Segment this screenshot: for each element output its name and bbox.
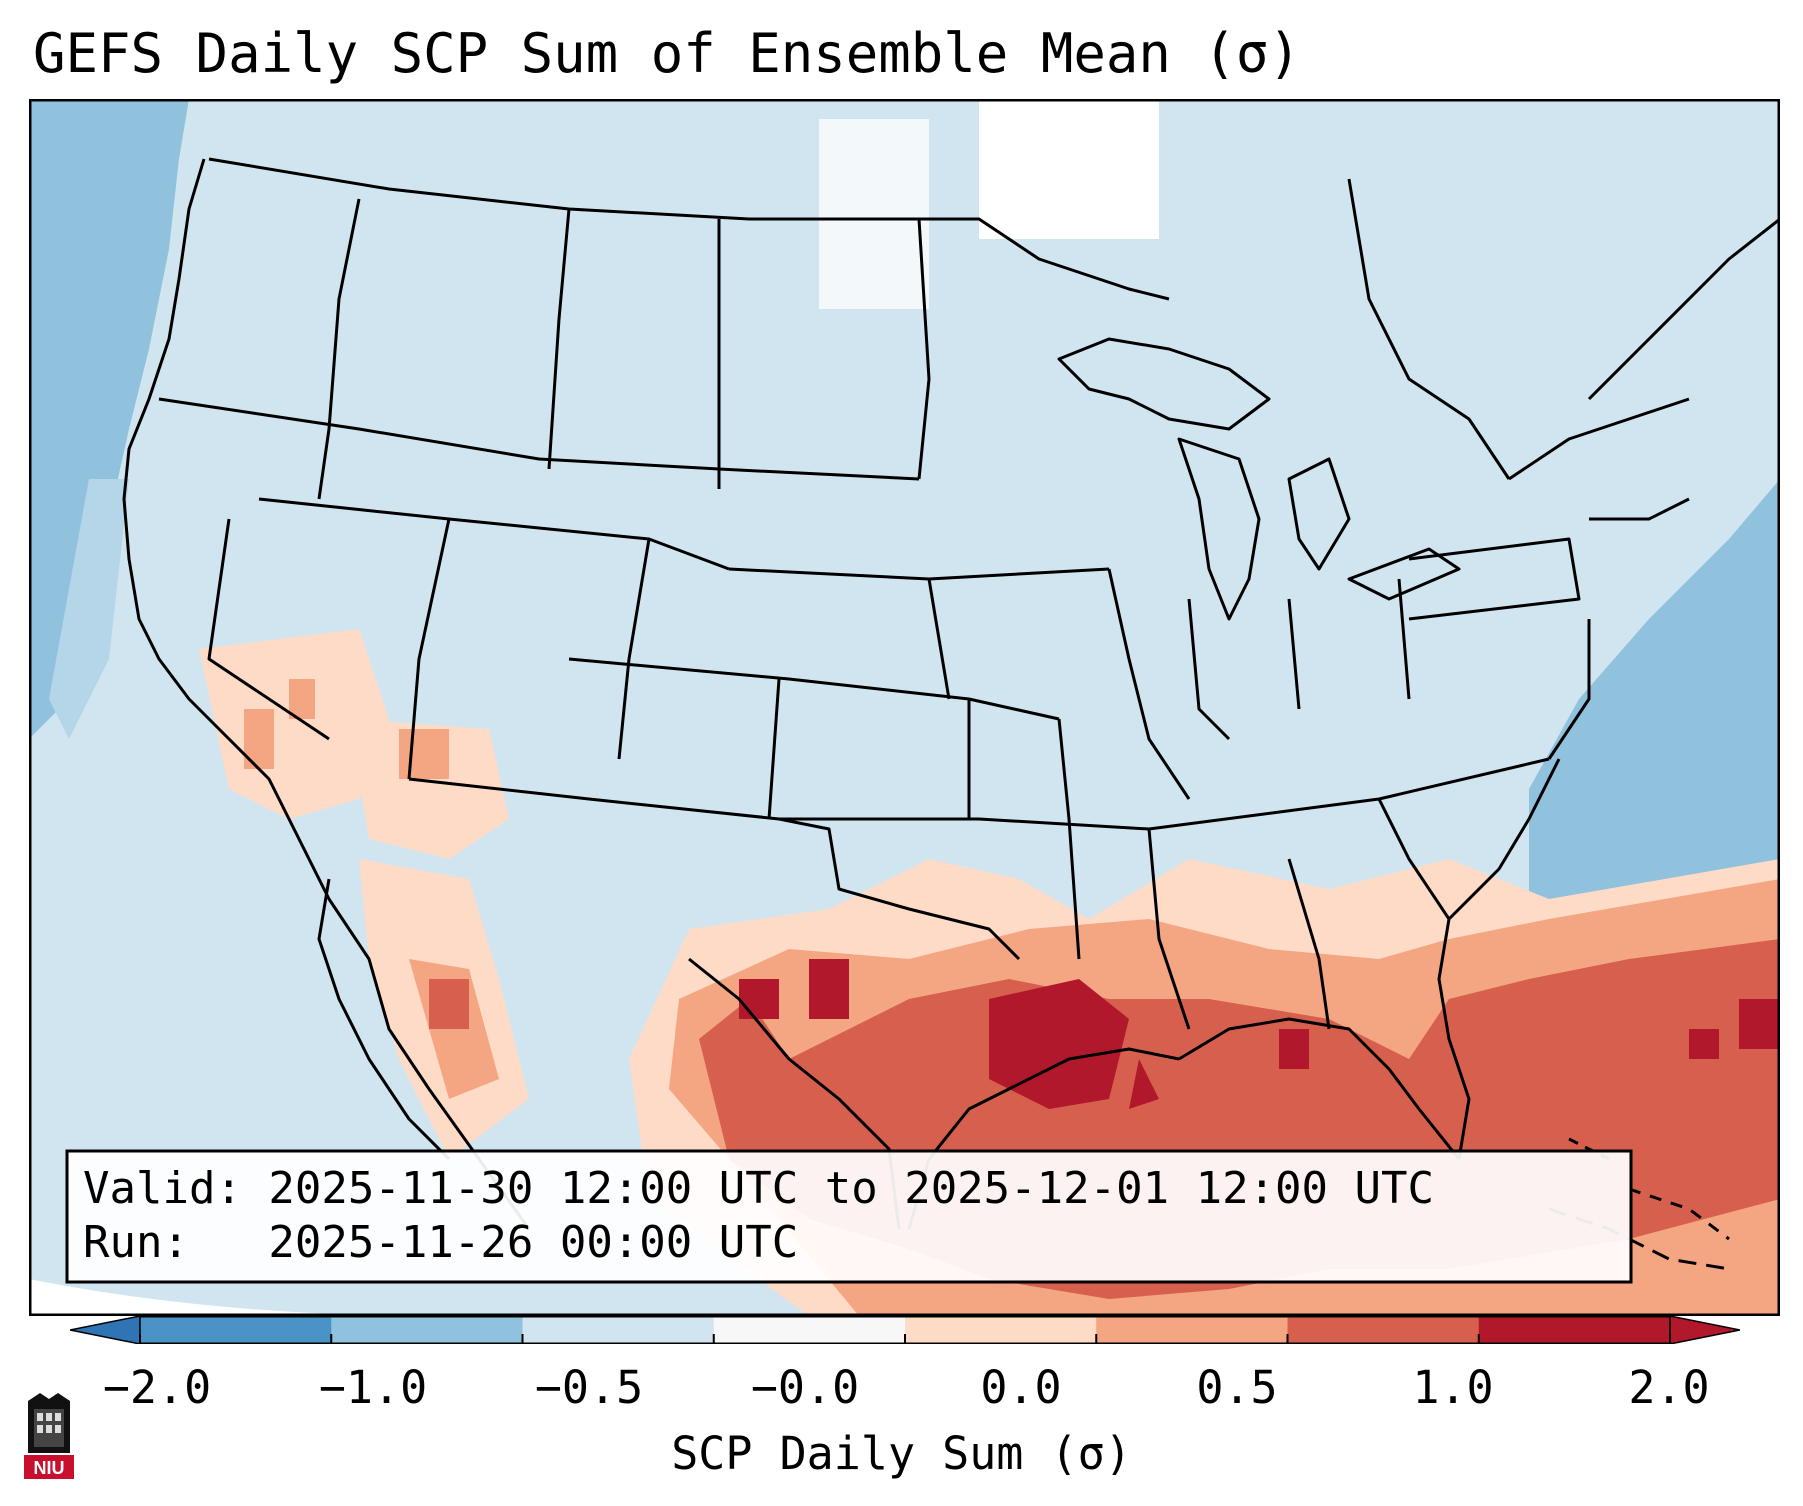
colorbar-tick: 2.0 bbox=[1628, 1361, 1710, 1414]
colorbar-bin bbox=[905, 1316, 1097, 1344]
logo-text: NIU bbox=[34, 1458, 65, 1478]
colorbar-label: SCP Daily Sum (σ) bbox=[671, 1427, 1132, 1480]
colorbar-extend-high bbox=[1669, 1316, 1740, 1344]
canada-neutral-area bbox=[979, 99, 1159, 239]
colorbar-bin bbox=[331, 1316, 523, 1344]
colorbar-tick: 0.5 bbox=[1196, 1361, 1278, 1414]
scp-map: Valid: 2025-11-30 12:00 UTC to 2025-12-0… bbox=[29, 99, 1780, 1316]
colorbar-bin bbox=[522, 1316, 715, 1344]
canada-us-border bbox=[208, 157, 1170, 301]
map-frame bbox=[29, 99, 1780, 1316]
run-time-text: Run: 2025-11-26 00:00 UTC bbox=[83, 1217, 798, 1268]
niu-logo: NIU bbox=[24, 1393, 74, 1479]
colorbar-bin bbox=[713, 1316, 906, 1344]
colorbar-tick: 1.0 bbox=[1412, 1361, 1494, 1414]
colorbar-tick: 0.0 bbox=[980, 1361, 1062, 1414]
colorbar-bin bbox=[1478, 1316, 1671, 1344]
pacific-ocean bbox=[29, 99, 189, 739]
gulf-anomaly-max bbox=[989, 979, 1129, 1109]
colorbar-extend-low bbox=[70, 1316, 141, 1344]
colorbar-tick: −0.5 bbox=[534, 1361, 644, 1414]
southwest-anomaly bbox=[199, 629, 389, 819]
map-title: GEFS Daily SCP Sum of Ensemble Mean (σ) bbox=[33, 22, 1301, 85]
great-lakes bbox=[1057, 337, 1271, 431]
colorbar bbox=[70, 1316, 1740, 1344]
colorbar-tick: −2.0 bbox=[102, 1361, 212, 1414]
pacific-ocean-mixed bbox=[49, 479, 129, 739]
colorbar-bin bbox=[1096, 1316, 1288, 1344]
valid-time-text: Valid: 2025-11-30 12:00 UTC to 2025-12-0… bbox=[83, 1163, 1434, 1214]
us-west-coastline bbox=[122, 158, 531, 1230]
colorbar-bin bbox=[1287, 1316, 1480, 1344]
colorbar-bin bbox=[140, 1316, 332, 1344]
colorbar-tick: −0.0 bbox=[750, 1361, 860, 1414]
atlantic-ocean bbox=[1529, 479, 1780, 929]
info-box: Valid: 2025-11-30 12:00 UTC to 2025-12-0… bbox=[65, 1149, 1633, 1284]
colorbar-tick: −1.0 bbox=[318, 1361, 428, 1414]
